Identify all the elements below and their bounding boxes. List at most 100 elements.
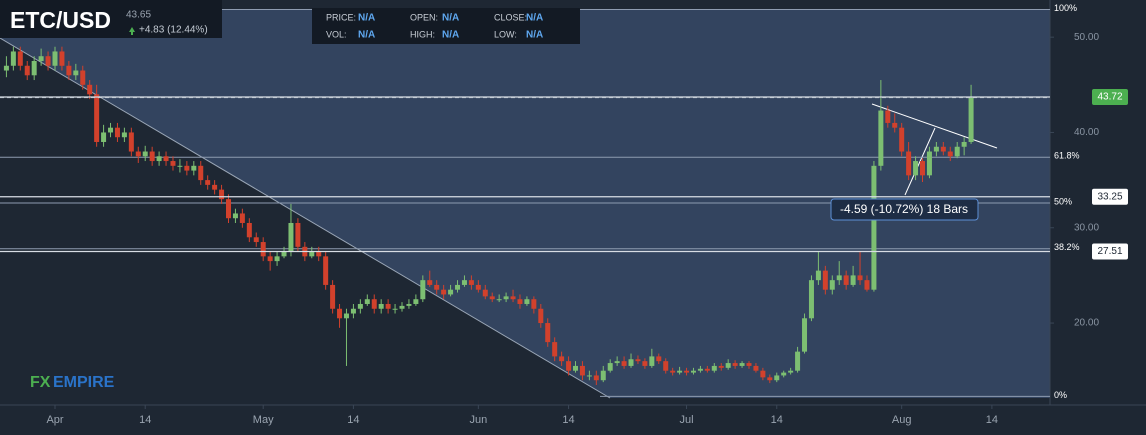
candle-body bbox=[461, 280, 467, 285]
candle-body bbox=[690, 370, 696, 373]
candle-body bbox=[316, 251, 322, 257]
candle-body bbox=[933, 146, 939, 152]
annotation-box bbox=[830, 198, 979, 221]
y-tick-label: 50.00 bbox=[1074, 32, 1099, 43]
candle-body bbox=[163, 156, 169, 162]
candle-body bbox=[128, 132, 134, 152]
candle-body bbox=[94, 94, 100, 142]
level-label: 27.51 bbox=[1097, 246, 1122, 257]
candle-body bbox=[121, 132, 127, 138]
candle-body bbox=[413, 299, 419, 304]
level-box bbox=[1092, 243, 1128, 260]
candle-body bbox=[3, 65, 9, 71]
candle-body bbox=[781, 372, 787, 376]
candle-body bbox=[38, 56, 44, 61]
candle-body bbox=[17, 51, 23, 66]
candle-body bbox=[635, 359, 641, 362]
symbol: ETC/USD bbox=[10, 7, 111, 33]
candle-body bbox=[378, 303, 384, 309]
candle-body bbox=[267, 256, 273, 262]
candle-body bbox=[684, 370, 690, 373]
last-price: 43.65 bbox=[126, 10, 151, 21]
candle-body bbox=[323, 256, 329, 285]
y-tick-label: 30.00 bbox=[1074, 222, 1099, 233]
candle-body bbox=[219, 189, 225, 200]
x-tick-label: 14 bbox=[986, 414, 998, 426]
candle-body bbox=[767, 377, 773, 381]
fib-label: 61.8% bbox=[1054, 151, 1080, 161]
candle-body bbox=[281, 251, 287, 257]
watermark: FX bbox=[30, 374, 51, 391]
candle-body bbox=[559, 356, 565, 362]
candle-body bbox=[704, 368, 710, 371]
candle-body bbox=[489, 296, 495, 300]
candle-body bbox=[829, 280, 835, 290]
y-tick-label: 40.00 bbox=[1074, 127, 1099, 138]
candle-body bbox=[350, 308, 356, 314]
x-tick-label: 14 bbox=[771, 414, 783, 426]
candle-body bbox=[246, 222, 252, 238]
panel-label: PRICE: bbox=[326, 12, 356, 22]
x-tick-label: Aug bbox=[892, 414, 912, 426]
panel-label: LOW: bbox=[494, 29, 517, 39]
candle-body bbox=[836, 275, 842, 281]
candle-body bbox=[899, 127, 905, 152]
panel-value: N/A bbox=[442, 13, 459, 24]
candle-body bbox=[177, 165, 183, 167]
panel-value: N/A bbox=[526, 30, 543, 41]
candle-body bbox=[330, 284, 336, 309]
candle-body bbox=[552, 342, 558, 357]
x-tick-label: 14 bbox=[562, 414, 574, 426]
candle-body bbox=[239, 213, 245, 223]
candle-body bbox=[343, 313, 349, 319]
candle-body bbox=[649, 356, 655, 366]
candle-body bbox=[642, 361, 648, 366]
candle-body bbox=[149, 151, 155, 162]
candle-body bbox=[337, 308, 343, 319]
candle-body bbox=[406, 303, 412, 306]
candle-body bbox=[815, 270, 821, 281]
fib-zone bbox=[0, 9, 1050, 398]
candle-body bbox=[24, 65, 30, 76]
candle-body bbox=[843, 275, 849, 285]
candle-body bbox=[142, 151, 148, 157]
candle-body bbox=[295, 222, 301, 247]
candle-body bbox=[774, 375, 780, 381]
candle-body bbox=[857, 275, 863, 281]
candle-body bbox=[795, 351, 801, 371]
candle-body bbox=[739, 363, 745, 366]
candle-body bbox=[579, 365, 585, 376]
candle-body bbox=[892, 122, 898, 128]
candle-body bbox=[718, 365, 724, 368]
candle-body bbox=[628, 359, 634, 366]
candle-body bbox=[253, 237, 259, 243]
header-box bbox=[0, 0, 222, 38]
panel-label: CLOSE: bbox=[494, 12, 527, 22]
candle-body bbox=[427, 280, 433, 285]
candle-body bbox=[871, 165, 877, 290]
candle-body bbox=[364, 299, 370, 304]
up-arrow bbox=[129, 27, 135, 35]
candle-body bbox=[614, 361, 620, 364]
panel-value: N/A bbox=[442, 30, 459, 41]
candle-body bbox=[663, 361, 669, 371]
candle-body bbox=[788, 370, 794, 373]
candle-body bbox=[31, 60, 37, 76]
candle-body bbox=[385, 303, 391, 309]
candle-body bbox=[66, 65, 72, 76]
candle-body bbox=[184, 165, 190, 171]
x-tick-label: Apr bbox=[46, 414, 63, 426]
candle-body bbox=[913, 161, 919, 176]
annotation: -4.59 (-10.72%) 18 Bars bbox=[840, 202, 968, 216]
candle-body bbox=[808, 280, 814, 319]
candle-body bbox=[926, 151, 932, 176]
candle-body bbox=[59, 51, 65, 66]
candle-body bbox=[455, 284, 461, 290]
candle-body bbox=[73, 70, 79, 76]
panel-value: N/A bbox=[358, 30, 375, 41]
candle-body bbox=[586, 375, 592, 377]
candle-body bbox=[621, 361, 627, 366]
candle-body bbox=[448, 289, 454, 295]
level-label: 33.25 bbox=[1097, 191, 1122, 202]
